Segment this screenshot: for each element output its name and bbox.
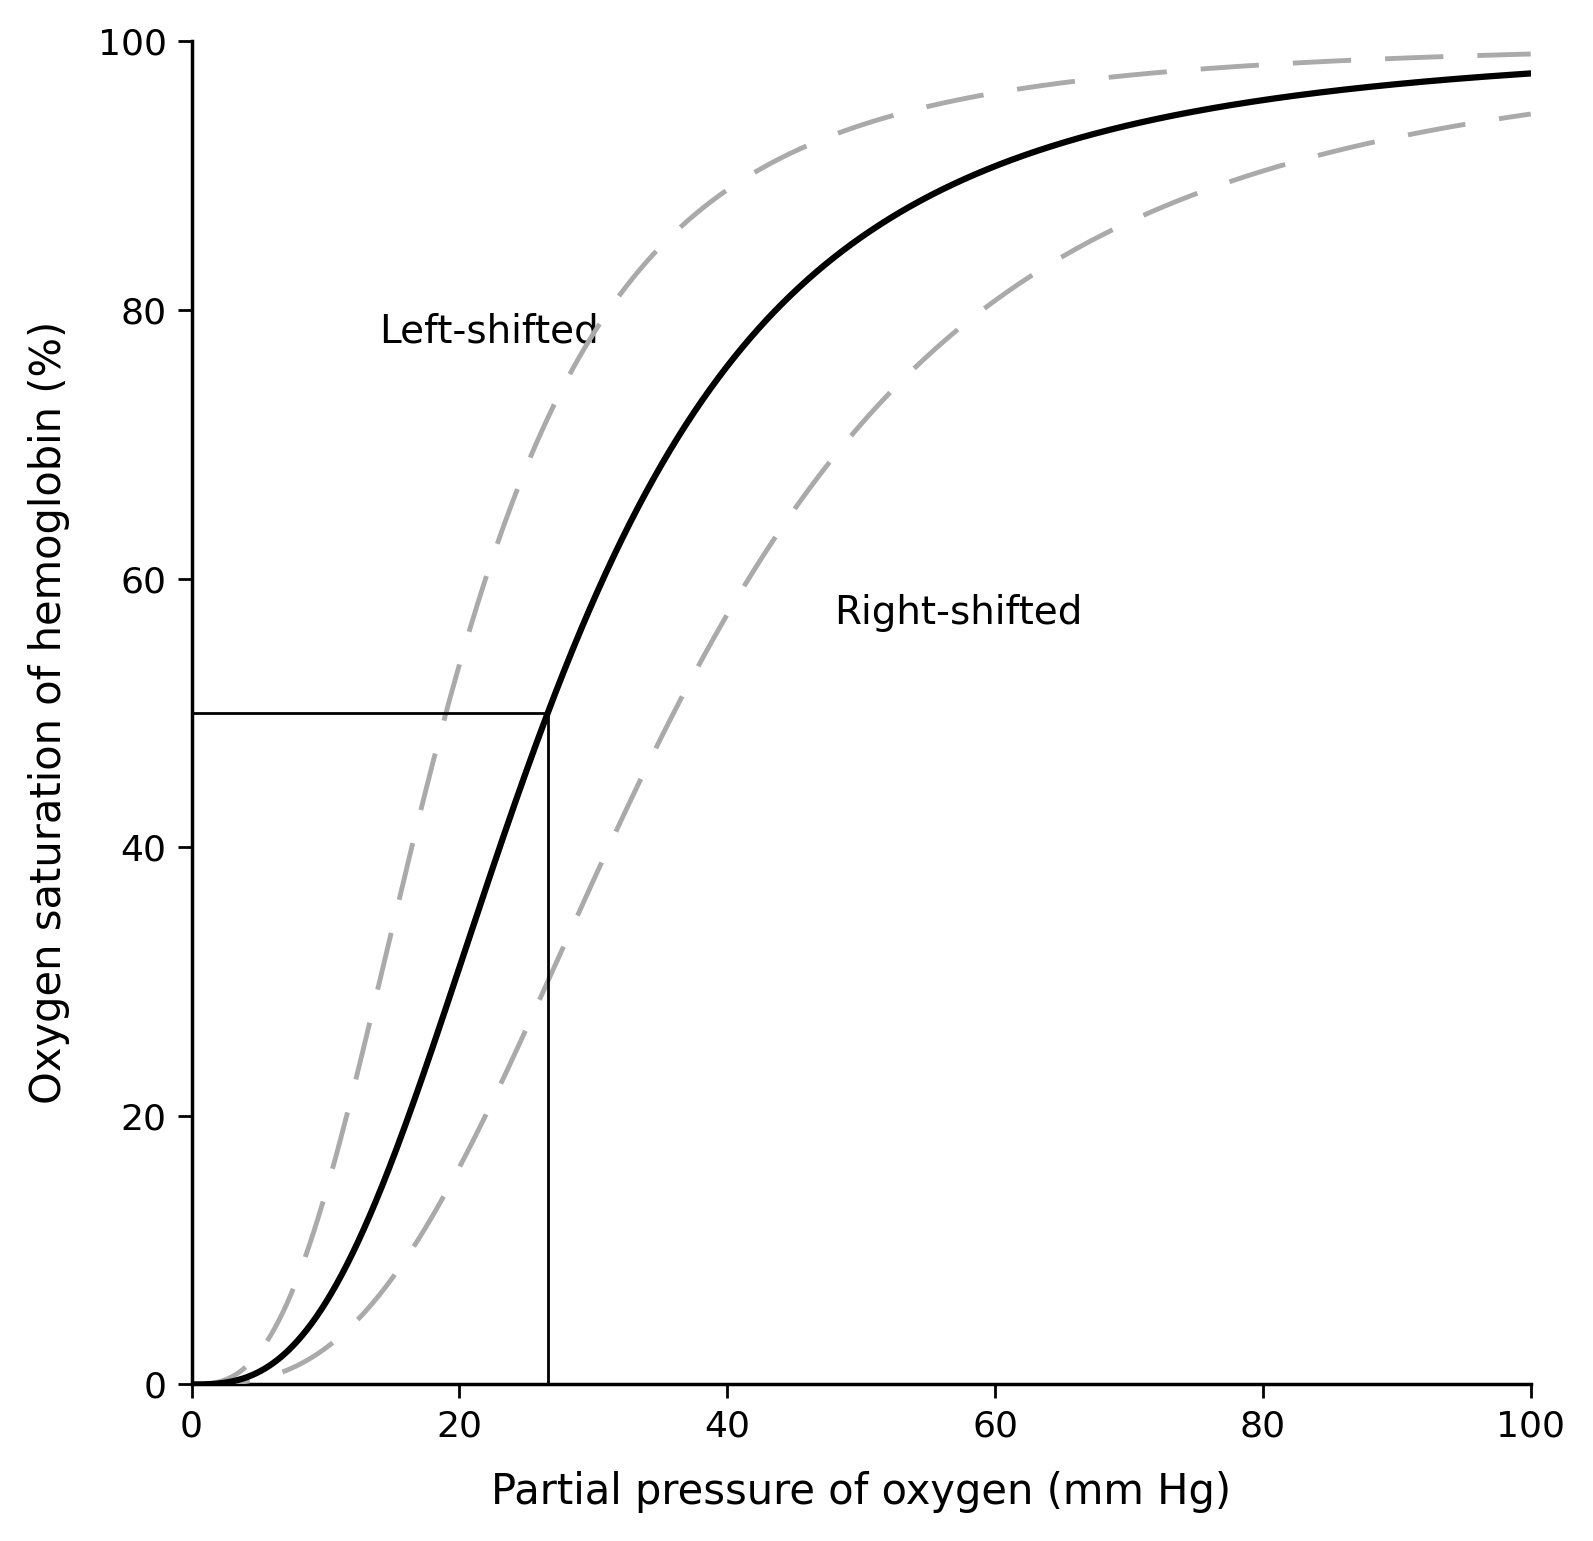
Y-axis label: Oxygen saturation of hemoglobin (%): Oxygen saturation of hemoglobin (%) (27, 321, 70, 1105)
Text: Right-shifted: Right-shifted (835, 595, 1083, 632)
X-axis label: Partial pressure of oxygen (mm Hg): Partial pressure of oxygen (mm Hg) (491, 1472, 1231, 1513)
Text: Left-shifted: Left-shifted (379, 313, 599, 350)
